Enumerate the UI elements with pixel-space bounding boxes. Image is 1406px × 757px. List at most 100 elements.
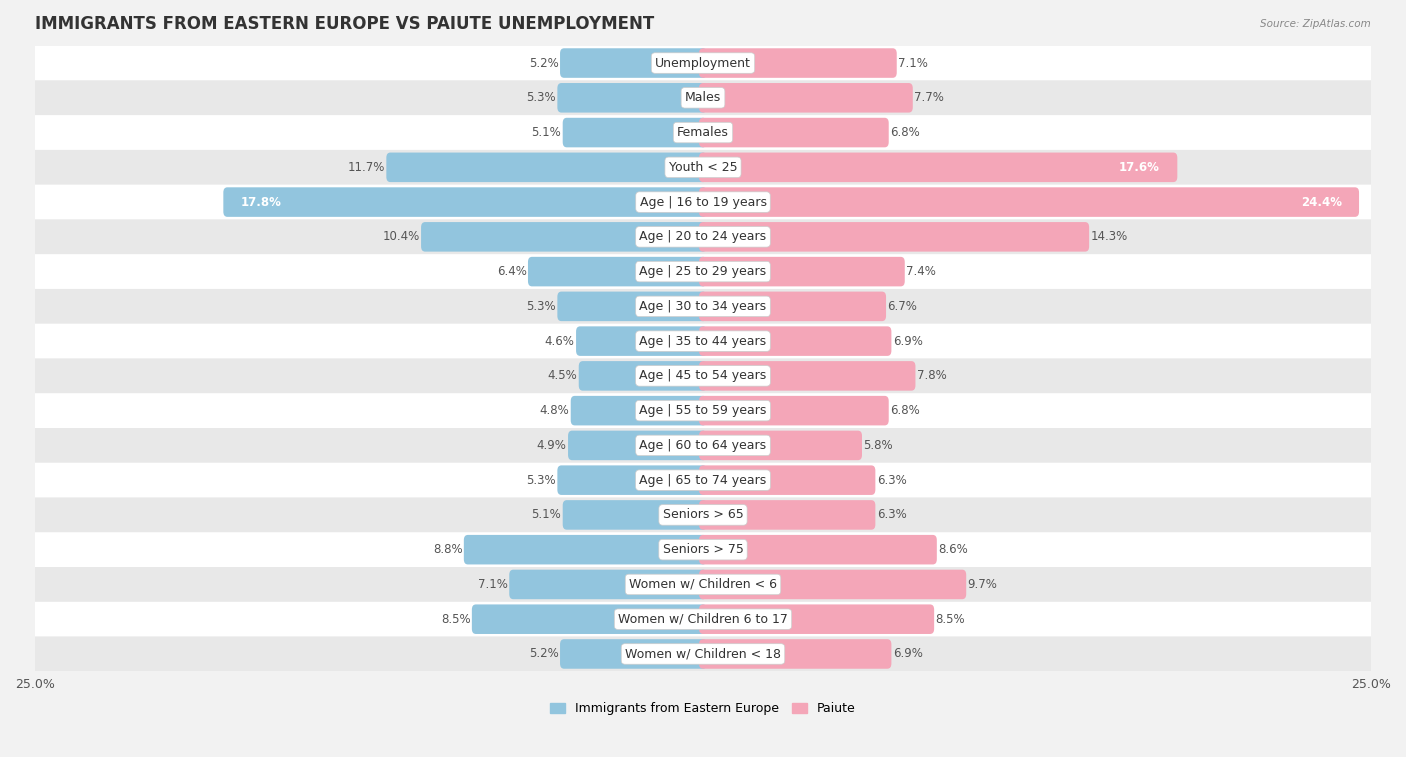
Text: Age | 65 to 74 years: Age | 65 to 74 years [640,474,766,487]
Text: 5.3%: 5.3% [526,474,555,487]
Text: Females: Females [678,126,728,139]
FancyBboxPatch shape [699,639,891,668]
Text: Women w/ Children < 18: Women w/ Children < 18 [626,647,780,660]
FancyBboxPatch shape [699,535,936,565]
Text: 6.3%: 6.3% [877,474,907,487]
FancyBboxPatch shape [224,187,707,217]
Text: 7.4%: 7.4% [905,265,936,278]
FancyBboxPatch shape [35,602,1371,637]
Text: 6.3%: 6.3% [877,509,907,522]
FancyBboxPatch shape [557,466,707,495]
Text: Age | 60 to 64 years: Age | 60 to 64 years [640,439,766,452]
Text: 5.1%: 5.1% [531,509,561,522]
Text: IMMIGRANTS FROM EASTERN EUROPE VS PAIUTE UNEMPLOYMENT: IMMIGRANTS FROM EASTERN EUROPE VS PAIUTE… [35,15,654,33]
FancyBboxPatch shape [699,187,1360,217]
Text: 7.7%: 7.7% [914,92,943,104]
Text: 6.8%: 6.8% [890,126,920,139]
FancyBboxPatch shape [35,150,1371,185]
FancyBboxPatch shape [464,535,707,565]
FancyBboxPatch shape [560,639,707,668]
FancyBboxPatch shape [35,394,1371,428]
FancyBboxPatch shape [576,326,707,356]
FancyBboxPatch shape [35,532,1371,567]
Text: 11.7%: 11.7% [347,160,385,174]
Text: 8.5%: 8.5% [935,612,965,626]
FancyBboxPatch shape [557,83,707,113]
Text: 5.3%: 5.3% [526,92,555,104]
Text: 4.8%: 4.8% [540,404,569,417]
Text: Age | 25 to 29 years: Age | 25 to 29 years [640,265,766,278]
Text: 7.8%: 7.8% [917,369,946,382]
Text: 4.6%: 4.6% [546,335,575,347]
Text: 10.4%: 10.4% [382,230,420,243]
Text: 6.4%: 6.4% [496,265,527,278]
Text: 6.9%: 6.9% [893,335,922,347]
FancyBboxPatch shape [699,500,876,530]
FancyBboxPatch shape [472,604,707,634]
FancyBboxPatch shape [557,291,707,321]
Text: 8.6%: 8.6% [938,544,967,556]
Text: 5.2%: 5.2% [529,647,558,660]
FancyBboxPatch shape [35,324,1371,359]
Text: Age | 16 to 19 years: Age | 16 to 19 years [640,195,766,209]
Text: Seniors > 65: Seniors > 65 [662,509,744,522]
FancyBboxPatch shape [35,254,1371,289]
FancyBboxPatch shape [35,497,1371,532]
Text: 17.8%: 17.8% [240,195,281,209]
FancyBboxPatch shape [699,361,915,391]
Text: Males: Males [685,92,721,104]
Text: 6.9%: 6.9% [893,647,922,660]
FancyBboxPatch shape [571,396,707,425]
FancyBboxPatch shape [529,257,707,286]
FancyBboxPatch shape [420,222,707,251]
Text: 8.8%: 8.8% [433,544,463,556]
FancyBboxPatch shape [699,48,897,78]
Text: 9.7%: 9.7% [967,578,997,591]
FancyBboxPatch shape [387,153,707,182]
FancyBboxPatch shape [699,326,891,356]
Legend: Immigrants from Eastern Europe, Paiute: Immigrants from Eastern Europe, Paiute [550,702,856,715]
FancyBboxPatch shape [699,431,862,460]
Text: 6.8%: 6.8% [890,404,920,417]
Text: 24.4%: 24.4% [1301,195,1341,209]
FancyBboxPatch shape [568,431,707,460]
Text: 4.9%: 4.9% [537,439,567,452]
FancyBboxPatch shape [699,291,886,321]
Text: 17.6%: 17.6% [1119,160,1160,174]
Text: Age | 20 to 24 years: Age | 20 to 24 years [640,230,766,243]
FancyBboxPatch shape [35,220,1371,254]
FancyBboxPatch shape [699,83,912,113]
Text: 6.7%: 6.7% [887,300,917,313]
FancyBboxPatch shape [699,466,876,495]
FancyBboxPatch shape [699,257,904,286]
Text: 7.1%: 7.1% [478,578,508,591]
FancyBboxPatch shape [560,48,707,78]
FancyBboxPatch shape [509,570,707,600]
Text: Youth < 25: Youth < 25 [669,160,737,174]
FancyBboxPatch shape [35,463,1371,497]
FancyBboxPatch shape [35,637,1371,671]
FancyBboxPatch shape [35,185,1371,220]
FancyBboxPatch shape [699,118,889,148]
FancyBboxPatch shape [35,115,1371,150]
Text: 5.8%: 5.8% [863,439,893,452]
Text: Age | 35 to 44 years: Age | 35 to 44 years [640,335,766,347]
FancyBboxPatch shape [35,428,1371,463]
Text: 4.5%: 4.5% [548,369,578,382]
Text: Age | 30 to 34 years: Age | 30 to 34 years [640,300,766,313]
Text: 5.3%: 5.3% [526,300,555,313]
FancyBboxPatch shape [35,359,1371,394]
Text: Seniors > 75: Seniors > 75 [662,544,744,556]
FancyBboxPatch shape [699,222,1090,251]
Text: 5.2%: 5.2% [529,57,558,70]
FancyBboxPatch shape [35,45,1371,80]
Text: Age | 45 to 54 years: Age | 45 to 54 years [640,369,766,382]
FancyBboxPatch shape [699,396,889,425]
FancyBboxPatch shape [35,80,1371,115]
FancyBboxPatch shape [579,361,707,391]
Text: 5.1%: 5.1% [531,126,561,139]
Text: Unemployment: Unemployment [655,57,751,70]
Text: Women w/ Children < 6: Women w/ Children < 6 [628,578,778,591]
FancyBboxPatch shape [699,570,966,600]
Text: 7.1%: 7.1% [898,57,928,70]
